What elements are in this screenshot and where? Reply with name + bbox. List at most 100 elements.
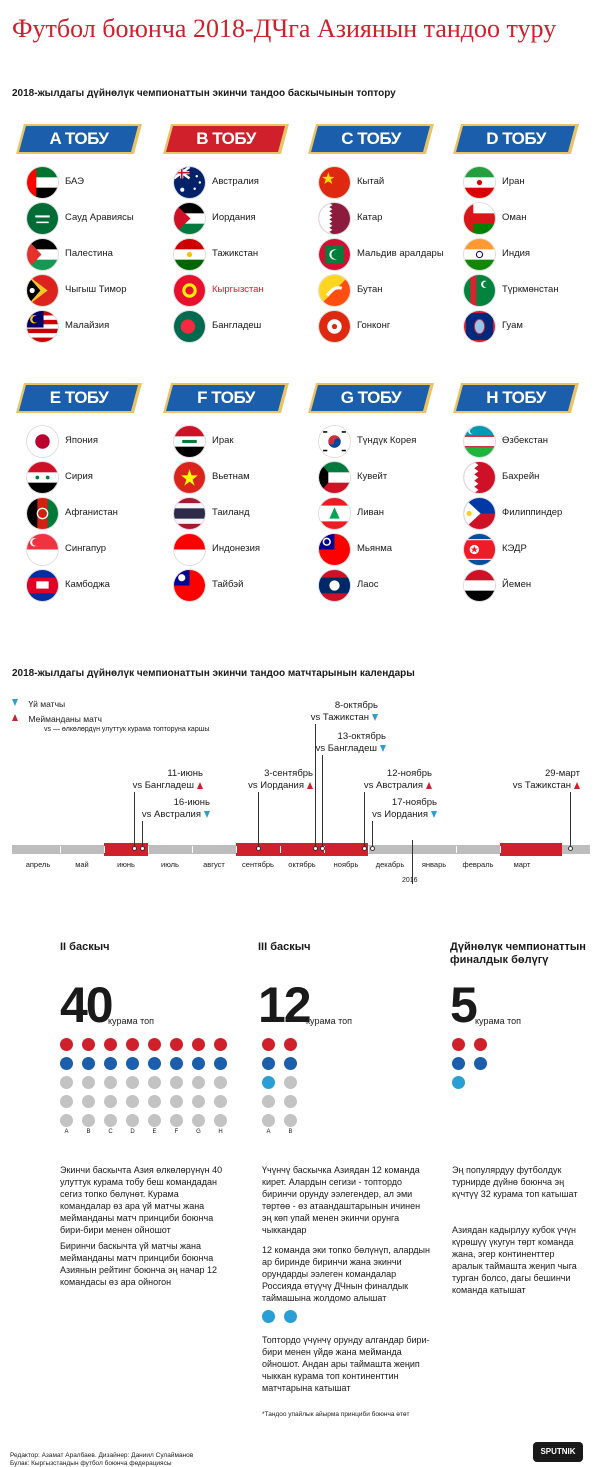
bhutan-flag-icon bbox=[319, 275, 350, 306]
stage-paragraph: Биринчи баскычта үй матчы жана меймандан… bbox=[60, 1241, 218, 1287]
timeline-active-segment bbox=[236, 843, 368, 856]
team-dot bbox=[192, 1076, 205, 1089]
match-opponent-line: vs Бангладеш bbox=[133, 780, 203, 792]
month-divider bbox=[500, 846, 501, 853]
month-label: февраль bbox=[462, 860, 494, 869]
team-dot bbox=[192, 1095, 205, 1108]
group-label: C ТОБУ bbox=[341, 129, 401, 148]
match-opponent-line: vs Иордания bbox=[372, 809, 437, 821]
month-label: январь bbox=[421, 860, 447, 869]
month-label: декабрь bbox=[375, 860, 405, 869]
match-opponent-line: vs Австралия bbox=[142, 809, 210, 821]
group-letter: D bbox=[130, 1129, 135, 1135]
stage-paragraph: 12 команда эки топко бөлүнүп, алардын ар… bbox=[262, 1245, 430, 1303]
team-dot bbox=[214, 1095, 227, 1108]
group-label: E ТОБУ bbox=[49, 388, 109, 407]
match-date: 3-сентябрь bbox=[264, 768, 313, 779]
month-label: сентябрь bbox=[242, 860, 274, 869]
match-date: 29-март bbox=[545, 768, 580, 779]
match-opponent: vs Иордания bbox=[372, 809, 428, 820]
timeline-active-segment bbox=[500, 843, 562, 856]
month-divider bbox=[236, 846, 237, 853]
match-marker-line bbox=[142, 821, 143, 846]
match-marker-line bbox=[258, 792, 259, 846]
team-dot bbox=[284, 1114, 297, 1127]
stage-number: 40 bbox=[60, 977, 114, 1033]
group-badge-6: F ТОБУ bbox=[163, 382, 289, 414]
stage-number: 12 bbox=[258, 977, 312, 1033]
team-dot bbox=[104, 1038, 117, 1051]
stage-heading: III баскыч bbox=[258, 941, 311, 953]
stage-paragraph: Экинчи баскычта Азия өлкөлөрүнүн 40 улут… bbox=[60, 1165, 223, 1235]
match-opponent-line: vs Иордания bbox=[248, 780, 313, 792]
group-badge-8: H ТОБУ bbox=[453, 382, 579, 414]
month-divider bbox=[148, 846, 149, 853]
team-dot bbox=[82, 1114, 95, 1127]
group-badge-4: D ТОБУ bbox=[453, 123, 579, 155]
australia-flag-icon bbox=[174, 167, 205, 198]
match-date: 13-октябрь bbox=[337, 731, 386, 742]
philippines-flag-icon bbox=[464, 498, 495, 529]
team-dot bbox=[170, 1057, 183, 1070]
yemen-flag-icon bbox=[464, 570, 495, 601]
timeline-active-segment bbox=[104, 843, 148, 856]
match-marker-dot bbox=[568, 846, 573, 851]
team-dot bbox=[60, 1095, 73, 1108]
bahrain-flag-icon bbox=[464, 462, 495, 493]
month-label: апрель bbox=[25, 860, 51, 869]
stage-heading: II баскыч bbox=[60, 941, 110, 953]
match-opponent-line: vs Австралия bbox=[364, 780, 432, 792]
team-dot bbox=[192, 1114, 205, 1127]
match-marker-dot bbox=[370, 846, 375, 851]
month-divider bbox=[104, 846, 105, 853]
match-marker-dot bbox=[140, 846, 145, 851]
footer-source: Булак: Кыргызстандын футбол боюнча федер… bbox=[10, 1460, 172, 1467]
team-name: Сирия bbox=[65, 471, 93, 482]
turkmenistan-flag-icon bbox=[464, 275, 495, 306]
team-dot bbox=[104, 1076, 117, 1089]
team-dot bbox=[214, 1076, 227, 1089]
group-badge-2: B ТОБУ bbox=[163, 123, 289, 155]
sputnik-logo: SPUTNIK bbox=[533, 1442, 583, 1462]
team-dot bbox=[214, 1038, 227, 1051]
china-flag-icon bbox=[319, 167, 350, 198]
myanmar-flag-icon bbox=[319, 534, 350, 565]
team-dot bbox=[60, 1114, 73, 1127]
stage-paragraph: Эң популярдуу футболдук турнирде дүйнө б… bbox=[452, 1165, 578, 1199]
team-name: Камбоджа bbox=[65, 579, 110, 590]
indonesia-flag-icon bbox=[174, 534, 205, 565]
team-dot bbox=[126, 1057, 139, 1070]
timor-flag-icon bbox=[27, 275, 58, 306]
group-label: B ТОБУ bbox=[196, 129, 256, 148]
month-label: ноябрь bbox=[333, 860, 359, 869]
group-badge-shape bbox=[16, 124, 142, 154]
palestine-flag-icon bbox=[27, 239, 58, 270]
team-name: Палестина bbox=[65, 248, 113, 259]
stage-paragraph: Топтордо үчүнчү орунду алгандар бири-бир… bbox=[262, 1335, 430, 1393]
team-name: Түркмөнстан bbox=[502, 284, 559, 295]
iraq-flag-icon bbox=[174, 426, 205, 457]
team-dot bbox=[262, 1076, 275, 1089]
match-marker-line bbox=[372, 821, 373, 846]
team-dot bbox=[60, 1038, 73, 1051]
match-opponent: vs Тажикстан bbox=[310, 712, 369, 723]
team-dot bbox=[284, 1095, 297, 1108]
arrow-up-icon bbox=[12, 714, 18, 722]
team-dot bbox=[192, 1038, 205, 1051]
team-dot bbox=[192, 1057, 205, 1070]
match-marker-line bbox=[134, 792, 135, 846]
team-dot bbox=[452, 1057, 465, 1070]
match-marker-line bbox=[315, 724, 316, 846]
match-marker-dot bbox=[256, 846, 261, 851]
team-name: Индия bbox=[502, 248, 531, 259]
group-letter: G bbox=[196, 1129, 201, 1135]
team-dot bbox=[104, 1057, 117, 1070]
team-name: Мьянма bbox=[357, 543, 393, 554]
year-label: 2016 bbox=[402, 877, 418, 884]
team-name: БАЭ bbox=[65, 176, 84, 187]
group-label: D ТОБУ bbox=[486, 129, 546, 148]
group-badge-7: G ТОБУ bbox=[308, 382, 434, 414]
group-letter: B bbox=[86, 1129, 91, 1135]
month-divider bbox=[280, 846, 281, 853]
team-name: Австралия bbox=[212, 176, 259, 187]
